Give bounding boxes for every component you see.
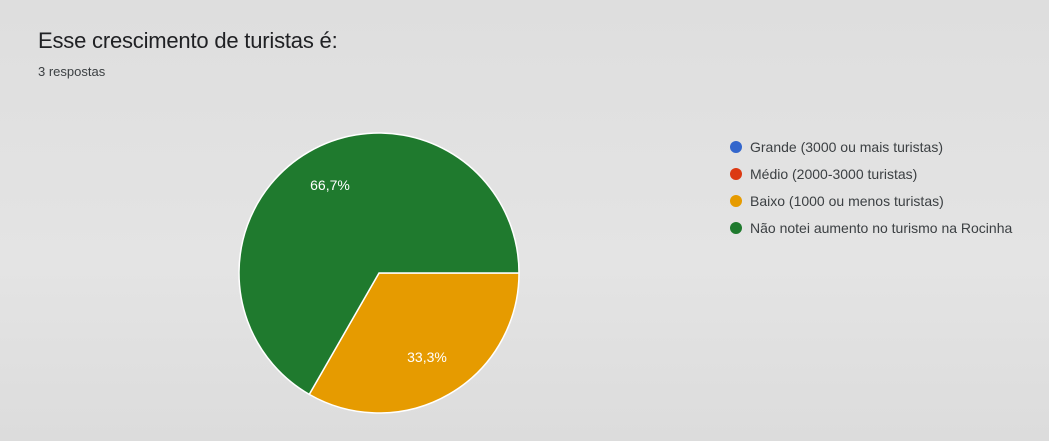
response-count: 3 respostas [38,64,106,79]
legend-swatch-icon [730,195,742,207]
legend-swatch-icon [730,222,742,234]
legend-item-0[interactable]: Grande (3000 ou mais turistas) [730,136,1030,158]
legend-label: Não notei aumento no turismo na Rocinha [750,220,1013,236]
legend-swatch-icon [730,141,742,153]
legend-item-1[interactable]: Médio (2000-3000 turistas) [730,163,1030,185]
legend-item-3[interactable]: Não notei aumento no turismo na Rocinha [730,217,1030,239]
pie-label-2: 33,3% [407,349,447,365]
pie-slice-2[interactable] [308,272,520,414]
legend-label: Baixo (1000 ou menos turistas) [750,193,944,209]
chart-title: Esse crescimento de turistas é: [38,28,338,53]
legend-item-2[interactable]: Baixo (1000 ou menos turistas) [730,190,1030,212]
pie-label-3: 66,7% [310,177,350,193]
legend-label: Grande (3000 ou mais turistas) [750,139,943,155]
legend-label: Médio (2000-3000 turistas) [750,166,918,182]
legend-swatch-icon [730,168,742,180]
chart-legend: Grande (3000 ou mais turistas) Médio (200… [730,136,1030,244]
pie-slice-3[interactable] [238,132,520,396]
